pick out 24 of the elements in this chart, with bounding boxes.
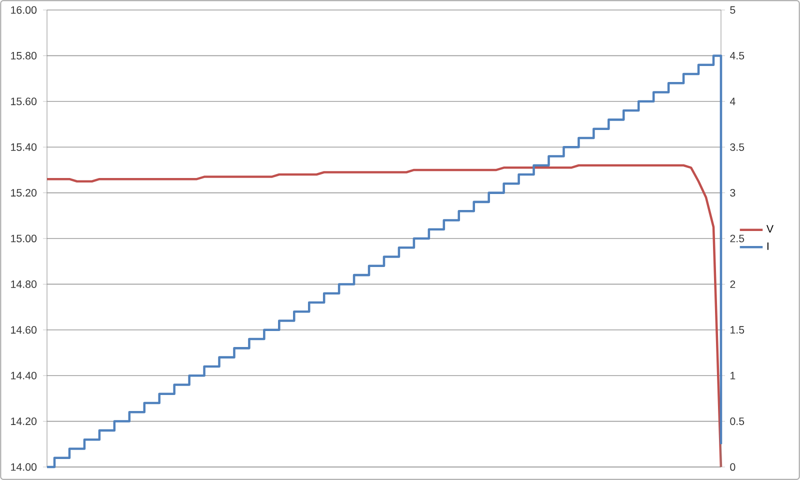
y2-tick-label: 1.5: [730, 326, 744, 334]
y-tick-label: 15.40: [11, 143, 37, 151]
y2-tick-label: 5: [730, 6, 736, 14]
y-tick-label: 14.80: [11, 280, 37, 288]
y-tick-label: 15.60: [11, 98, 37, 106]
y2-tick-label: 2.5: [730, 234, 744, 242]
y-tick-label: 15.00: [11, 234, 37, 242]
legend-label: V: [766, 225, 774, 233]
y-tick-label: 14.40: [11, 372, 37, 380]
y2-tick-label: 3: [730, 189, 736, 197]
y-tick-label: 14.20: [11, 418, 37, 426]
y2-tick-label: 1: [730, 372, 736, 380]
y2-tick-label: 3.5: [730, 143, 744, 151]
y2-tick-label: 0.5: [730, 418, 744, 426]
y2-tick-label: 0: [730, 463, 736, 471]
y-tick-label: 15.80: [11, 52, 37, 60]
y-tick-label: 16.00: [11, 6, 37, 14]
legend-label: I: [767, 242, 768, 250]
y2-tick-label: 4.5: [730, 52, 744, 60]
y-tick-label: 14.60: [11, 326, 37, 334]
y2-tick-label: 2: [730, 280, 736, 288]
y-tick-label: 15.20: [11, 189, 37, 197]
y-tick-label: 14.00: [11, 463, 37, 471]
y2-tick-label: 4: [730, 98, 736, 106]
